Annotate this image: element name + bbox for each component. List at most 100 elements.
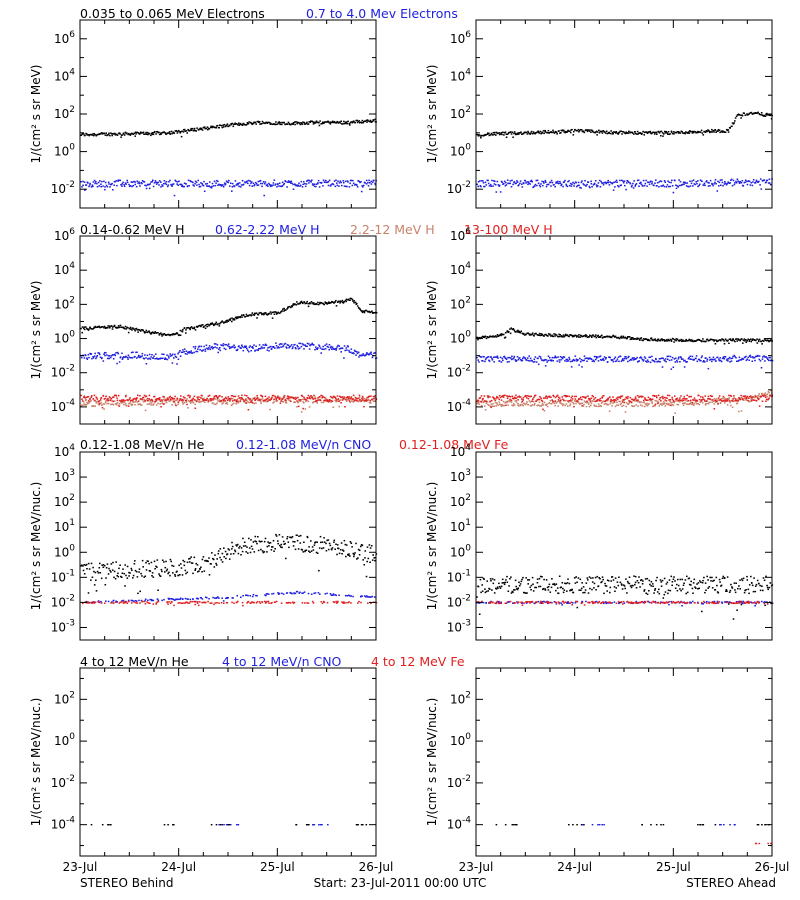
data-point <box>593 335 595 338</box>
data-point <box>186 327 189 329</box>
data-point <box>317 121 319 123</box>
data-point <box>631 184 633 187</box>
data-point <box>597 403 600 405</box>
data-point <box>721 400 724 402</box>
data-point <box>160 186 162 188</box>
data-point <box>312 123 315 125</box>
data-point <box>744 395 747 397</box>
data-point <box>503 182 505 185</box>
data-point <box>532 186 534 189</box>
data-point <box>703 400 706 402</box>
data-point <box>615 131 618 133</box>
data-point <box>171 185 173 187</box>
data-point <box>708 356 711 359</box>
data-point <box>611 133 613 135</box>
data-point <box>628 400 630 402</box>
data-point <box>279 312 281 314</box>
data-point <box>145 363 148 365</box>
data-point <box>714 358 716 360</box>
data-point <box>93 355 96 357</box>
data-point <box>297 401 300 403</box>
data-point <box>194 568 197 570</box>
data-point <box>641 132 643 135</box>
data-point <box>569 403 572 405</box>
data-point <box>536 179 539 182</box>
data-point <box>655 400 658 402</box>
data-point <box>183 128 186 131</box>
data-point <box>190 352 193 354</box>
data-point <box>80 394 82 397</box>
data-point <box>646 185 648 187</box>
y-tick-label: 106 <box>54 227 75 243</box>
data-point <box>660 135 662 137</box>
data-point <box>134 355 136 358</box>
data-point <box>216 397 219 399</box>
data-point <box>147 184 149 186</box>
data-point <box>766 357 768 359</box>
data-point <box>477 135 480 137</box>
data-point <box>163 396 165 398</box>
data-point <box>769 114 772 116</box>
data-point <box>695 132 697 134</box>
data-point <box>127 358 129 360</box>
data-point <box>215 396 218 398</box>
data-point <box>317 301 319 304</box>
data-point <box>108 132 110 134</box>
data-point <box>625 405 627 408</box>
data-point <box>91 134 94 136</box>
data-point <box>294 184 296 186</box>
data-point <box>108 567 110 570</box>
data-point <box>204 399 207 401</box>
data-point <box>519 180 522 182</box>
data-point <box>145 399 148 401</box>
data-point <box>707 398 709 400</box>
data-point <box>252 182 255 184</box>
data-point <box>119 133 121 135</box>
data-point <box>593 131 595 134</box>
data-point <box>634 400 637 402</box>
data-point <box>225 180 228 182</box>
data-point <box>562 185 564 188</box>
data-point <box>721 179 723 181</box>
series-blue <box>80 342 378 365</box>
data-point <box>668 404 671 406</box>
data-point <box>620 130 623 132</box>
data-point <box>84 189 86 191</box>
data-point <box>555 181 558 183</box>
data-point <box>579 403 581 405</box>
data-point <box>185 332 187 334</box>
data-point <box>99 133 102 135</box>
data-point <box>362 396 364 399</box>
data-point <box>278 182 281 184</box>
data-point <box>82 404 84 406</box>
data-point <box>363 399 366 402</box>
data-point <box>670 404 672 407</box>
data-point <box>84 134 86 137</box>
data-point <box>536 184 538 187</box>
data-point <box>346 396 349 398</box>
data-point <box>216 124 219 127</box>
data-point <box>130 181 133 183</box>
data-point <box>222 186 225 188</box>
data-point <box>607 181 610 184</box>
data-point <box>749 400 751 403</box>
data-point <box>123 184 125 186</box>
data-point <box>268 312 271 315</box>
data-point <box>341 399 344 401</box>
data-point <box>296 400 298 402</box>
data-point <box>642 401 644 404</box>
data-point <box>281 310 283 312</box>
data-point <box>355 354 357 356</box>
data-point <box>548 395 551 398</box>
data-point <box>616 181 618 183</box>
data-point <box>537 357 539 360</box>
data-point <box>181 130 183 132</box>
data-point <box>280 400 283 402</box>
data-point <box>724 338 727 340</box>
data-point <box>677 358 680 360</box>
data-point <box>374 182 376 185</box>
data-point <box>349 297 352 300</box>
data-point <box>581 180 583 182</box>
data-point <box>136 397 138 399</box>
data-point <box>149 399 152 401</box>
